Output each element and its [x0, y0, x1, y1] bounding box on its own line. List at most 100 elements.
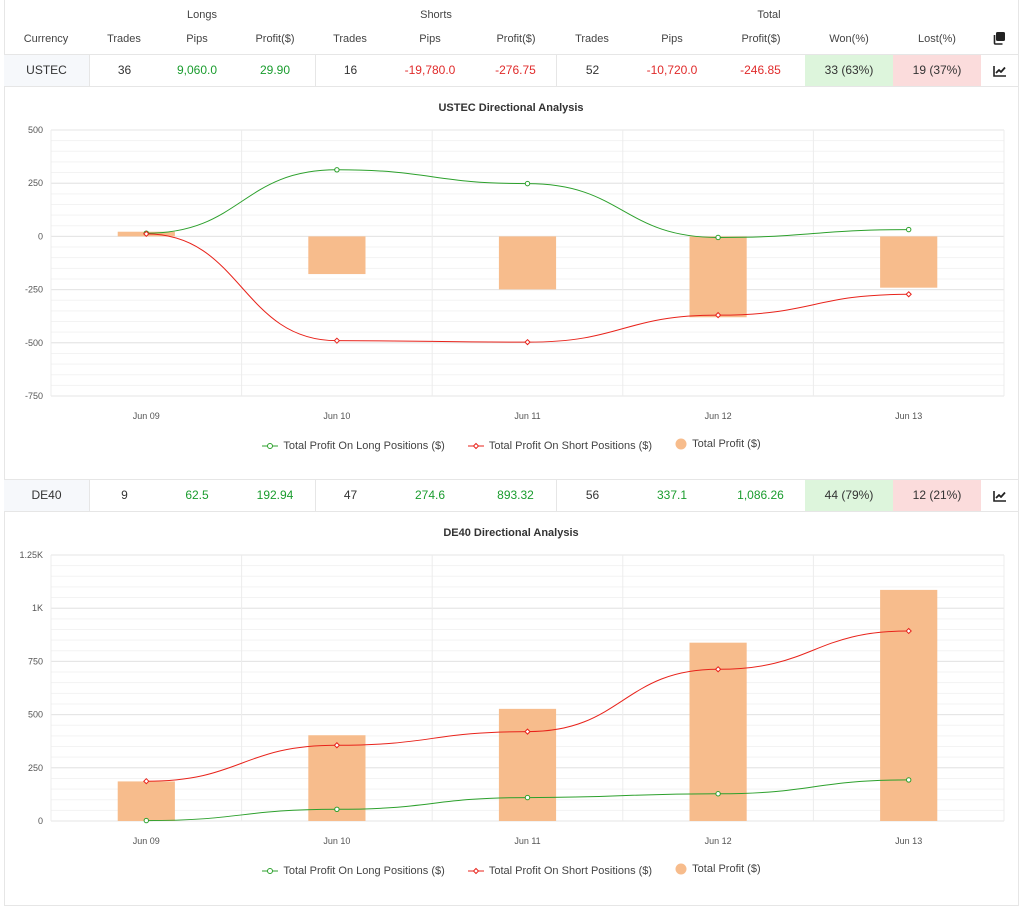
short-profit-point — [333, 742, 341, 749]
short-profit-point — [524, 728, 531, 735]
total-profit-cell: -246.85 — [740, 63, 781, 77]
total-profit-bar — [880, 589, 938, 821]
long-profit-point — [524, 180, 531, 187]
won-cell: 33 (63%) — [805, 55, 893, 86]
total-profit-cell: 1,086.26 — [737, 488, 784, 502]
short-profit-point — [333, 337, 341, 344]
long-profit-cell: 192.94 — [256, 488, 294, 502]
short-pips-cell: -19,780.0 — [404, 63, 456, 77]
total-profit-bar — [498, 236, 557, 290]
table-row: DE40 9 62.5 192.94 47 274.6 893.32 56 33… — [4, 479, 1019, 512]
ustec-chart: 500 250 0 -250 -500 -750 Jun 09 Jun 10 Jun 11 Jun… — [4, 95, 1019, 425]
header-short-trades: Trades — [333, 33, 367, 45]
short-pips-cell: 274.6 — [414, 488, 446, 502]
y-tick-label: 0 — [38, 816, 43, 826]
long-profit-cell: 29.90 — [259, 63, 291, 77]
legend-long[interactable]: Total Profit On Long Positions ($) — [262, 865, 445, 877]
long-profit-point — [906, 226, 912, 233]
lost-cell: 12 (21%) — [893, 480, 981, 511]
y-tick-label: 500 — [28, 710, 43, 720]
legend-total[interactable]: Total Profit ($) — [675, 863, 761, 875]
short-profit-point — [714, 666, 722, 673]
short-trades-cell: 47 — [315, 480, 385, 511]
legend-total[interactable]: Total Profit ($) — [675, 438, 761, 450]
de40-legend: Total Profit On Long Positions ($) Total… — [4, 863, 1019, 878]
y-tick-label: 500 — [28, 125, 43, 135]
x-tick-label: Jun 11 — [514, 411, 540, 421]
short-profit-cell: 893.32 — [497, 488, 534, 502]
header-long-profit: Profit($) — [255, 33, 295, 45]
chart-title: DE40 Directional Analysis — [443, 527, 578, 539]
x-tick-label: Jun 12 — [705, 836, 732, 846]
short-profit-point — [905, 291, 912, 298]
header-lost: Lost(%) — [918, 33, 956, 45]
legend-short[interactable]: Total Profit On Short Positions ($) — [467, 440, 652, 452]
y-tick-label: -750 — [25, 391, 43, 401]
long-profit-line — [146, 169, 909, 238]
y-tick-label: 1.25K — [19, 550, 43, 560]
y-tick-label: 750 — [28, 656, 43, 666]
header-short-profit: Profit($) — [496, 33, 536, 45]
x-tick-label: Jun 11 — [514, 836, 540, 846]
total-profit-bar — [117, 781, 175, 821]
header-currency: Currency — [23, 33, 69, 45]
long-profit-point — [524, 794, 531, 801]
header-total-profit: Profit($) — [741, 33, 781, 45]
line-chart-icon — [993, 65, 1006, 77]
table-row: USTEC 36 9,060.0 29.90 16 -19,780.0 -276… — [4, 54, 1019, 87]
long-profit-point — [906, 777, 912, 783]
line-chart-icon — [993, 490, 1006, 502]
y-tick-label: -250 — [25, 285, 43, 295]
header-group-total: Total — [757, 9, 781, 21]
short-profit-point — [143, 230, 150, 238]
short-profit-point — [905, 627, 912, 635]
toggle-chart-button[interactable] — [981, 55, 1019, 86]
x-tick-label: Jun 09 — [133, 411, 160, 421]
total-trades-cell: 52 — [556, 55, 628, 86]
chart-title: USTEC Directional Analysis — [438, 102, 583, 114]
short-profit-cell: -276.75 — [495, 63, 536, 77]
header-total-trades: Trades — [575, 33, 609, 45]
header-group-longs: Longs — [187, 9, 217, 21]
long-profit-point — [715, 791, 721, 797]
x-tick-label: Jun 09 — [133, 836, 160, 846]
x-tick-label: Jun 12 — [705, 411, 732, 421]
y-tick-label: 1K — [32, 603, 43, 613]
long-profit-point — [334, 167, 340, 173]
toggle-chart-button[interactable] — [981, 480, 1019, 511]
won-cell: 44 (79%) — [805, 480, 893, 511]
short-profit-point — [143, 777, 150, 785]
y-tick-label: 0 — [38, 231, 43, 241]
x-tick-label: Jun 10 — [323, 836, 350, 846]
currency-cell: DE40 — [4, 480, 89, 511]
y-tick-label: 250 — [28, 763, 43, 773]
header-long-pips: Pips — [186, 33, 208, 45]
total-profit-bar — [689, 236, 747, 318]
long-pips-cell: 62.5 — [185, 488, 209, 502]
total-profit-bar — [498, 708, 557, 821]
y-tick-label: 250 — [28, 178, 43, 188]
header-group-shorts: Shorts — [420, 9, 452, 21]
header-short-pips: Pips — [419, 33, 441, 45]
copy-icon[interactable] — [992, 31, 1006, 50]
y-tick-label: -500 — [25, 338, 43, 348]
long-profit-point — [143, 817, 150, 824]
x-tick-label: Jun 10 — [323, 411, 350, 421]
long-trades-cell: 9 — [89, 480, 159, 511]
total-trades-cell: 56 — [556, 480, 628, 511]
total-pips-cell: 337.1 — [656, 488, 688, 502]
total-pips-cell: -10,720.0 — [646, 63, 698, 77]
header-won: Won(%) — [829, 33, 869, 45]
de40-chart: 1.25K 1K 750 500 250 0 Jun 09 Jun 10 Jun 11 Jun 1… — [4, 520, 1019, 850]
short-profit-point — [524, 338, 531, 346]
long-trades-cell: 36 — [89, 55, 159, 86]
total-profit-bar — [880, 236, 938, 288]
legend-long[interactable]: Total Profit On Long Positions ($) — [262, 440, 445, 452]
long-profit-point — [334, 806, 340, 812]
x-tick-label: Jun 13 — [895, 836, 922, 846]
ustec-legend: Total Profit On Long Positions ($) Total… — [4, 438, 1019, 453]
short-trades-cell: 16 — [315, 55, 385, 86]
legend-short[interactable]: Total Profit On Short Positions ($) — [467, 865, 652, 877]
header-long-trades: Trades — [107, 33, 141, 45]
long-profit-point — [715, 234, 721, 241]
